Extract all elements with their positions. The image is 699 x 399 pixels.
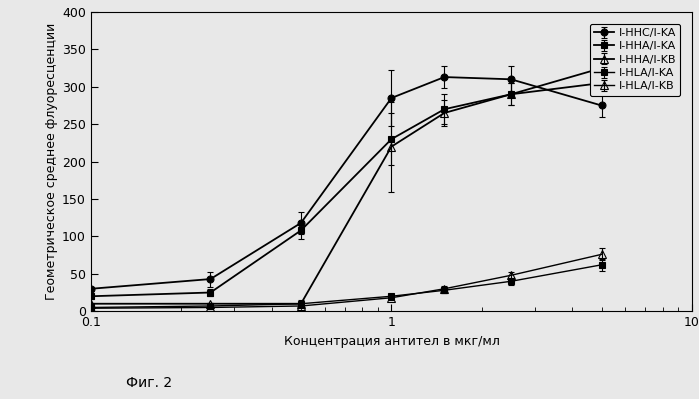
Y-axis label: Геометрическое среднее флуоресценции: Геометрическое среднее флуоресценции [45,23,58,300]
X-axis label: Концентрация антител в мкг/мл: Концентрация антител в мкг/мл [284,335,499,348]
Text: Фиг. 2: Фиг. 2 [126,376,172,390]
Legend: I-HHC/I-KA, I-HHA/I-KA, I-HHA/I-KB, I-HLA/I-KA, I-HLA/I-KB: I-HHC/I-KA, I-HHA/I-KA, I-HHA/I-KB, I-HL… [590,24,680,96]
